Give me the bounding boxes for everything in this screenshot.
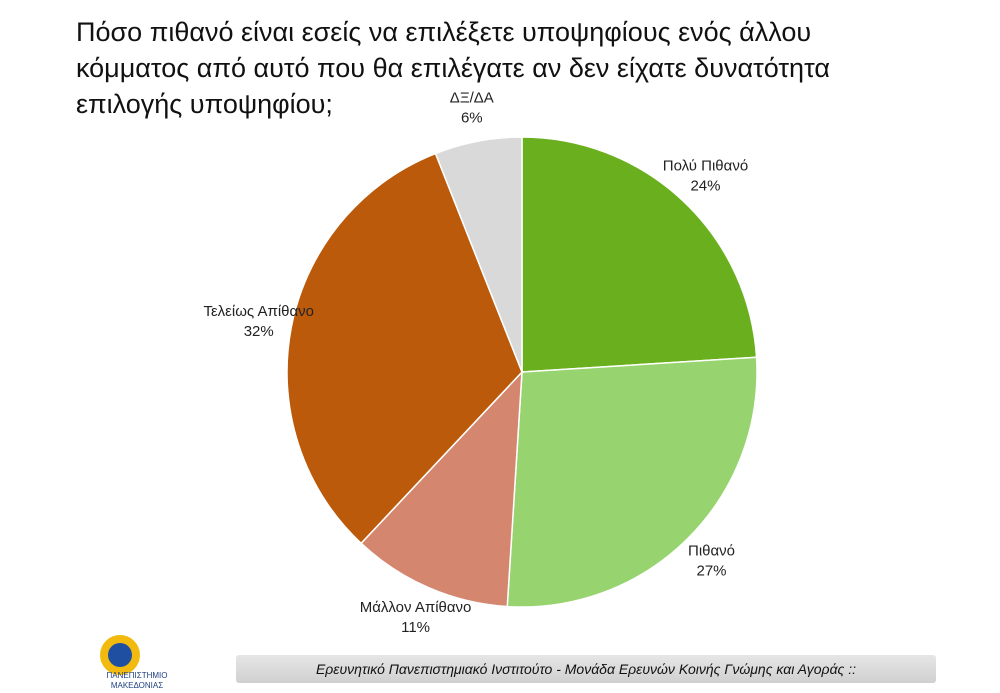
value-label: 11% — [401, 619, 430, 636]
value-label: 6% — [461, 110, 483, 127]
pie-slice — [286, 152, 523, 545]
slice-label: Τελείως Απίθανο — [203, 303, 314, 320]
slice-label: Πιθανό — [688, 542, 735, 559]
logo-disc — [108, 643, 132, 667]
value-label: 24% — [690, 178, 720, 195]
slice-label: Μάλλον Απίθανο — [360, 599, 472, 616]
pie-slice — [506, 356, 758, 608]
slice-label: Πολύ Πιθανό — [663, 158, 748, 175]
pie-slice — [521, 136, 758, 373]
footer: Ερευνητικό Πανεπιστημιακό Ινστιτούτο - Μ… — [236, 655, 936, 683]
value-label: 32% — [244, 323, 274, 340]
value-label: 27% — [696, 562, 726, 579]
logo-text: ΜΑΚΕΔΟΝΙΑΣ — [111, 681, 163, 690]
pie-slice — [360, 369, 523, 608]
slice-label: ΔΞ/ΔΑ — [450, 90, 494, 107]
chart-title: Πόσο πιθανό είναι εσείς να επιλέξετε υπο… — [76, 17, 830, 119]
pie-slice — [434, 136, 523, 373]
logo-text: ΠΑΝΕΠΙΣΤΗΜΙΟ — [107, 671, 168, 680]
logo: ΠΑΝΕΠΙΣΤΗΜΙΟ ΜΑΚΕΔΟΝΙΑΣ — [100, 635, 167, 690]
